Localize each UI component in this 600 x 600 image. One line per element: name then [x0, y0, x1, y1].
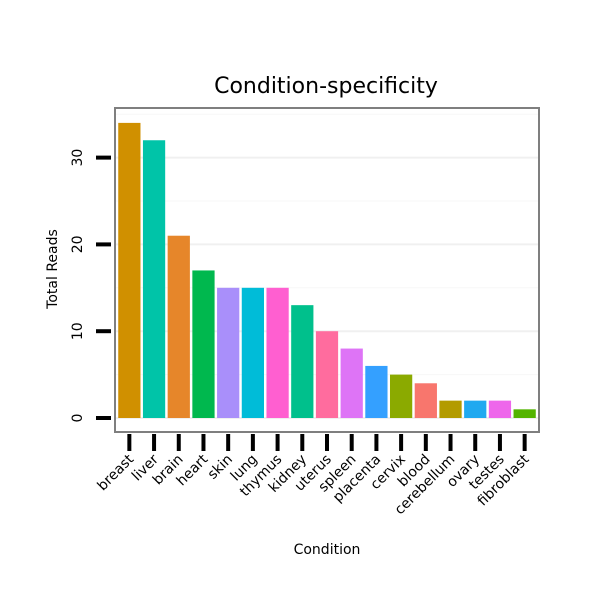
y-tick-label: 10 — [70, 322, 86, 340]
bar-cerebellum — [439, 400, 462, 418]
plot-border — [114, 107, 540, 433]
x-axis-label: Condition — [294, 542, 361, 558]
y-axis-label: Total Reads — [45, 229, 61, 310]
bar-testes — [488, 400, 512, 418]
y-axis: 0 10 20 30 — [70, 149, 111, 423]
bar-brain — [167, 235, 190, 418]
bar-blood — [414, 383, 437, 418]
bar-kidney — [291, 305, 314, 418]
bar-uterus — [315, 331, 339, 418]
y-tick-label: 30 — [70, 149, 86, 167]
bar-breast — [118, 122, 141, 418]
bar-lung — [241, 287, 264, 418]
y-tick-label: 0 — [70, 414, 86, 423]
bar-placenta — [365, 365, 388, 418]
bar-ovary — [464, 400, 487, 418]
bar-skin — [217, 287, 240, 418]
bar-heart — [192, 270, 215, 418]
x-axis: breastliverbrainheartskinlungthymuskidne… — [95, 434, 533, 518]
bar-liver — [142, 140, 166, 418]
bar-thymus — [266, 287, 289, 418]
bar-fibroblast — [513, 409, 536, 418]
y-tick-label: 20 — [70, 235, 86, 253]
bar-cervix — [390, 374, 413, 418]
x-tick-label-skin: skin — [205, 452, 236, 483]
chart-title: Condition-specificity — [214, 74, 438, 99]
bar-series — [118, 122, 536, 418]
bar-spleen — [340, 348, 363, 418]
